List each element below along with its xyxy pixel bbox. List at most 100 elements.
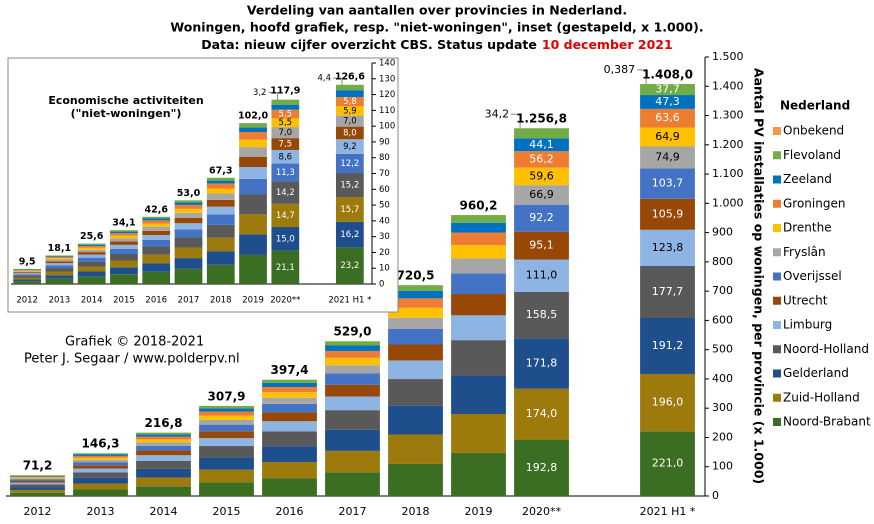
bar-segment <box>10 478 65 480</box>
bar-segment <box>514 185 569 205</box>
bar-segment <box>262 397 317 404</box>
legend-label: Zuid-Holland <box>783 390 860 404</box>
bar-segment <box>77 243 106 245</box>
bar-segment <box>335 247 364 284</box>
bar-segment <box>77 245 106 248</box>
bar-segment <box>388 317 443 330</box>
bar-segment <box>13 271 42 273</box>
bar-segment <box>73 455 128 458</box>
value-label: 11,3 <box>276 168 295 178</box>
y-tick-label: 70 <box>379 169 390 179</box>
bar-segment <box>640 318 695 374</box>
x-tick-label: 2012 <box>16 296 38 306</box>
bar-segment <box>388 329 443 345</box>
bar-segment <box>325 396 380 411</box>
total-label: 67,3 <box>209 165 232 176</box>
y-tick-label: 90 <box>379 137 390 147</box>
x-tick-label: 2014 <box>150 505 178 518</box>
bar-segment <box>335 126 364 140</box>
bar-segment <box>136 436 191 440</box>
total-label: 25,6 <box>80 231 104 242</box>
bar-segment <box>451 375 506 414</box>
total-label: 71,2 <box>23 459 53 473</box>
bar-segment <box>10 489 65 493</box>
y-tick-label: 100 <box>712 460 733 473</box>
bar-segment <box>514 388 569 440</box>
bar-segment <box>45 263 74 266</box>
bar-segment <box>45 268 74 272</box>
bar-segment <box>206 237 235 252</box>
bar-segment <box>142 254 171 264</box>
legend-swatch <box>773 224 781 232</box>
bar-segment <box>73 465 128 469</box>
bar-segment <box>239 123 267 128</box>
value-label: 7,5 <box>279 140 293 150</box>
bar-segment <box>640 198 695 230</box>
bar-segment <box>206 180 235 184</box>
bar-segment <box>388 298 443 308</box>
legend-swatch <box>773 296 781 305</box>
value-label: 191,2 <box>652 339 684 352</box>
bar-segment <box>451 222 506 233</box>
bar-segment <box>271 250 300 284</box>
bar-segment <box>262 462 317 479</box>
bar-segment <box>335 139 364 154</box>
total-label: 720,5 <box>397 269 435 283</box>
bar-segment <box>262 446 317 463</box>
bar-segment <box>335 173 364 198</box>
y-tick-label: 10 <box>379 264 390 274</box>
bar-segment <box>262 403 317 413</box>
legend-label: Zeeland <box>783 172 832 186</box>
value-label: 7,0 <box>279 128 293 138</box>
bar-segment <box>136 460 191 469</box>
bar-segment <box>13 281 42 284</box>
value-label: 15,2 <box>340 181 359 191</box>
bar-segment <box>199 482 254 496</box>
legend-swatch <box>773 393 781 402</box>
value-label: 66,9 <box>529 188 554 201</box>
bar-segment <box>142 218 171 221</box>
value-label: 92,2 <box>529 211 554 224</box>
bar-segment <box>262 379 317 383</box>
y-axis-label: Aantal PV installaties op woningen, per … <box>752 68 767 484</box>
inset-plot: Economische activiteiten ("niet-woningen… <box>7 57 399 313</box>
bar-segment <box>262 392 317 398</box>
legend-label: Fryslân <box>783 245 826 259</box>
bar-segment <box>142 230 171 236</box>
value-label: 59,6 <box>529 169 554 182</box>
bar-segment <box>174 202 203 205</box>
y-tick-label: 130 <box>379 74 395 84</box>
bar-segment <box>271 109 300 119</box>
bar-segment <box>206 188 235 194</box>
bar-segment <box>388 344 443 361</box>
bar-segment <box>199 415 254 420</box>
bar-segment <box>136 450 191 456</box>
x-tick-label: 2018 <box>402 505 430 518</box>
y-tick-label: 200 <box>712 430 733 443</box>
bar-segment <box>388 463 443 496</box>
legend-swatch <box>773 248 781 257</box>
bar-segment <box>514 338 569 389</box>
y-tick-label: 100 <box>379 122 395 132</box>
bar-segment <box>514 128 569 139</box>
value-label: 5,5 <box>279 118 293 128</box>
bar-segment <box>13 277 42 280</box>
bar-segment <box>262 382 317 387</box>
y-tick-label: 1.500 <box>712 50 744 63</box>
x-tick-label: 2020** <box>522 505 561 518</box>
bar-segment <box>271 227 300 251</box>
bar-segment <box>451 273 506 295</box>
bar-segment <box>451 315 506 341</box>
legend-title: Nederland <box>780 99 850 113</box>
x-tick-label: 2014 <box>81 296 103 306</box>
bar-segment <box>136 455 191 461</box>
bar-segment <box>110 274 138 284</box>
bar-segment <box>514 291 569 339</box>
bar-segment <box>206 193 235 200</box>
bar-segment <box>206 251 235 265</box>
bar-segment <box>206 214 235 225</box>
value-label: 56,2 <box>529 152 554 165</box>
bar-segment <box>13 275 42 278</box>
y-tick-label: 60 <box>379 185 390 195</box>
y-tick-label: 0 <box>379 280 384 290</box>
